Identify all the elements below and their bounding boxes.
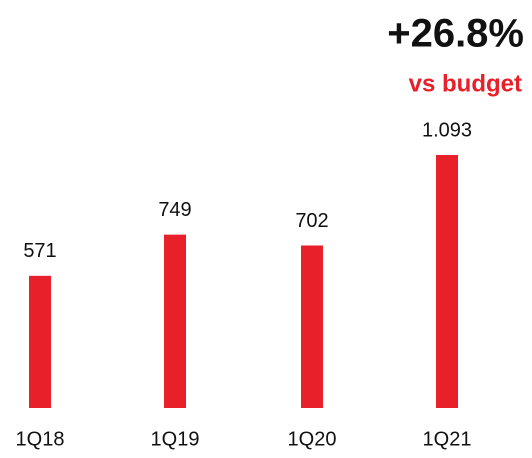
value-label: 749 bbox=[158, 199, 191, 221]
x-tick-label: 1Q21 bbox=[423, 428, 472, 450]
bar bbox=[301, 245, 323, 408]
bar bbox=[436, 155, 458, 408]
bar bbox=[29, 275, 51, 408]
value-label: 702 bbox=[295, 210, 328, 232]
x-tick-label: 1Q18 bbox=[16, 428, 65, 450]
value-label: 571 bbox=[23, 240, 56, 262]
bar bbox=[164, 234, 186, 408]
sub-annotation: vs budget bbox=[409, 70, 522, 97]
x-tick-label: 1Q19 bbox=[151, 428, 200, 450]
value-label: 1.093 bbox=[422, 119, 472, 141]
x-tick-label: 1Q20 bbox=[288, 428, 337, 450]
headline-annotation: +26.8% bbox=[387, 12, 524, 56]
